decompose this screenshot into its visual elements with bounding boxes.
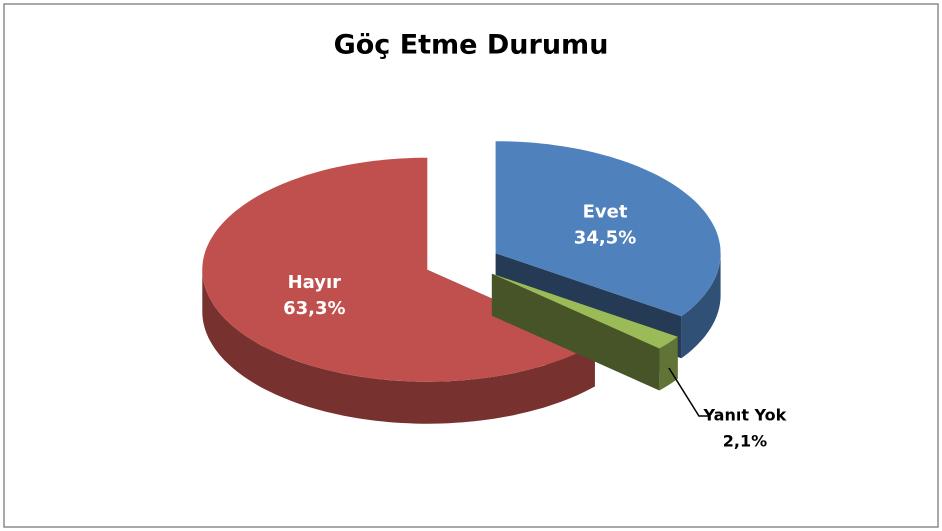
data-label-value: 63,3% [283,298,345,319]
chart-title: Göç Etme Durumu [334,30,609,61]
slice [491,273,678,349]
slice-wall [491,273,660,391]
data-label-name: Hayır [288,272,342,293]
slice-side [681,253,721,359]
slice-side [659,336,678,391]
data-label-value: 2,1% [723,431,767,450]
data-label-name: Yanıt Yok [703,405,787,424]
slice [202,157,595,382]
chart-frame [3,3,939,528]
slice [495,141,721,317]
slice-side [202,269,595,424]
data-label-value: 34,5% [574,227,636,248]
leader-line [668,367,709,417]
data-label-name: Evet [583,201,628,222]
